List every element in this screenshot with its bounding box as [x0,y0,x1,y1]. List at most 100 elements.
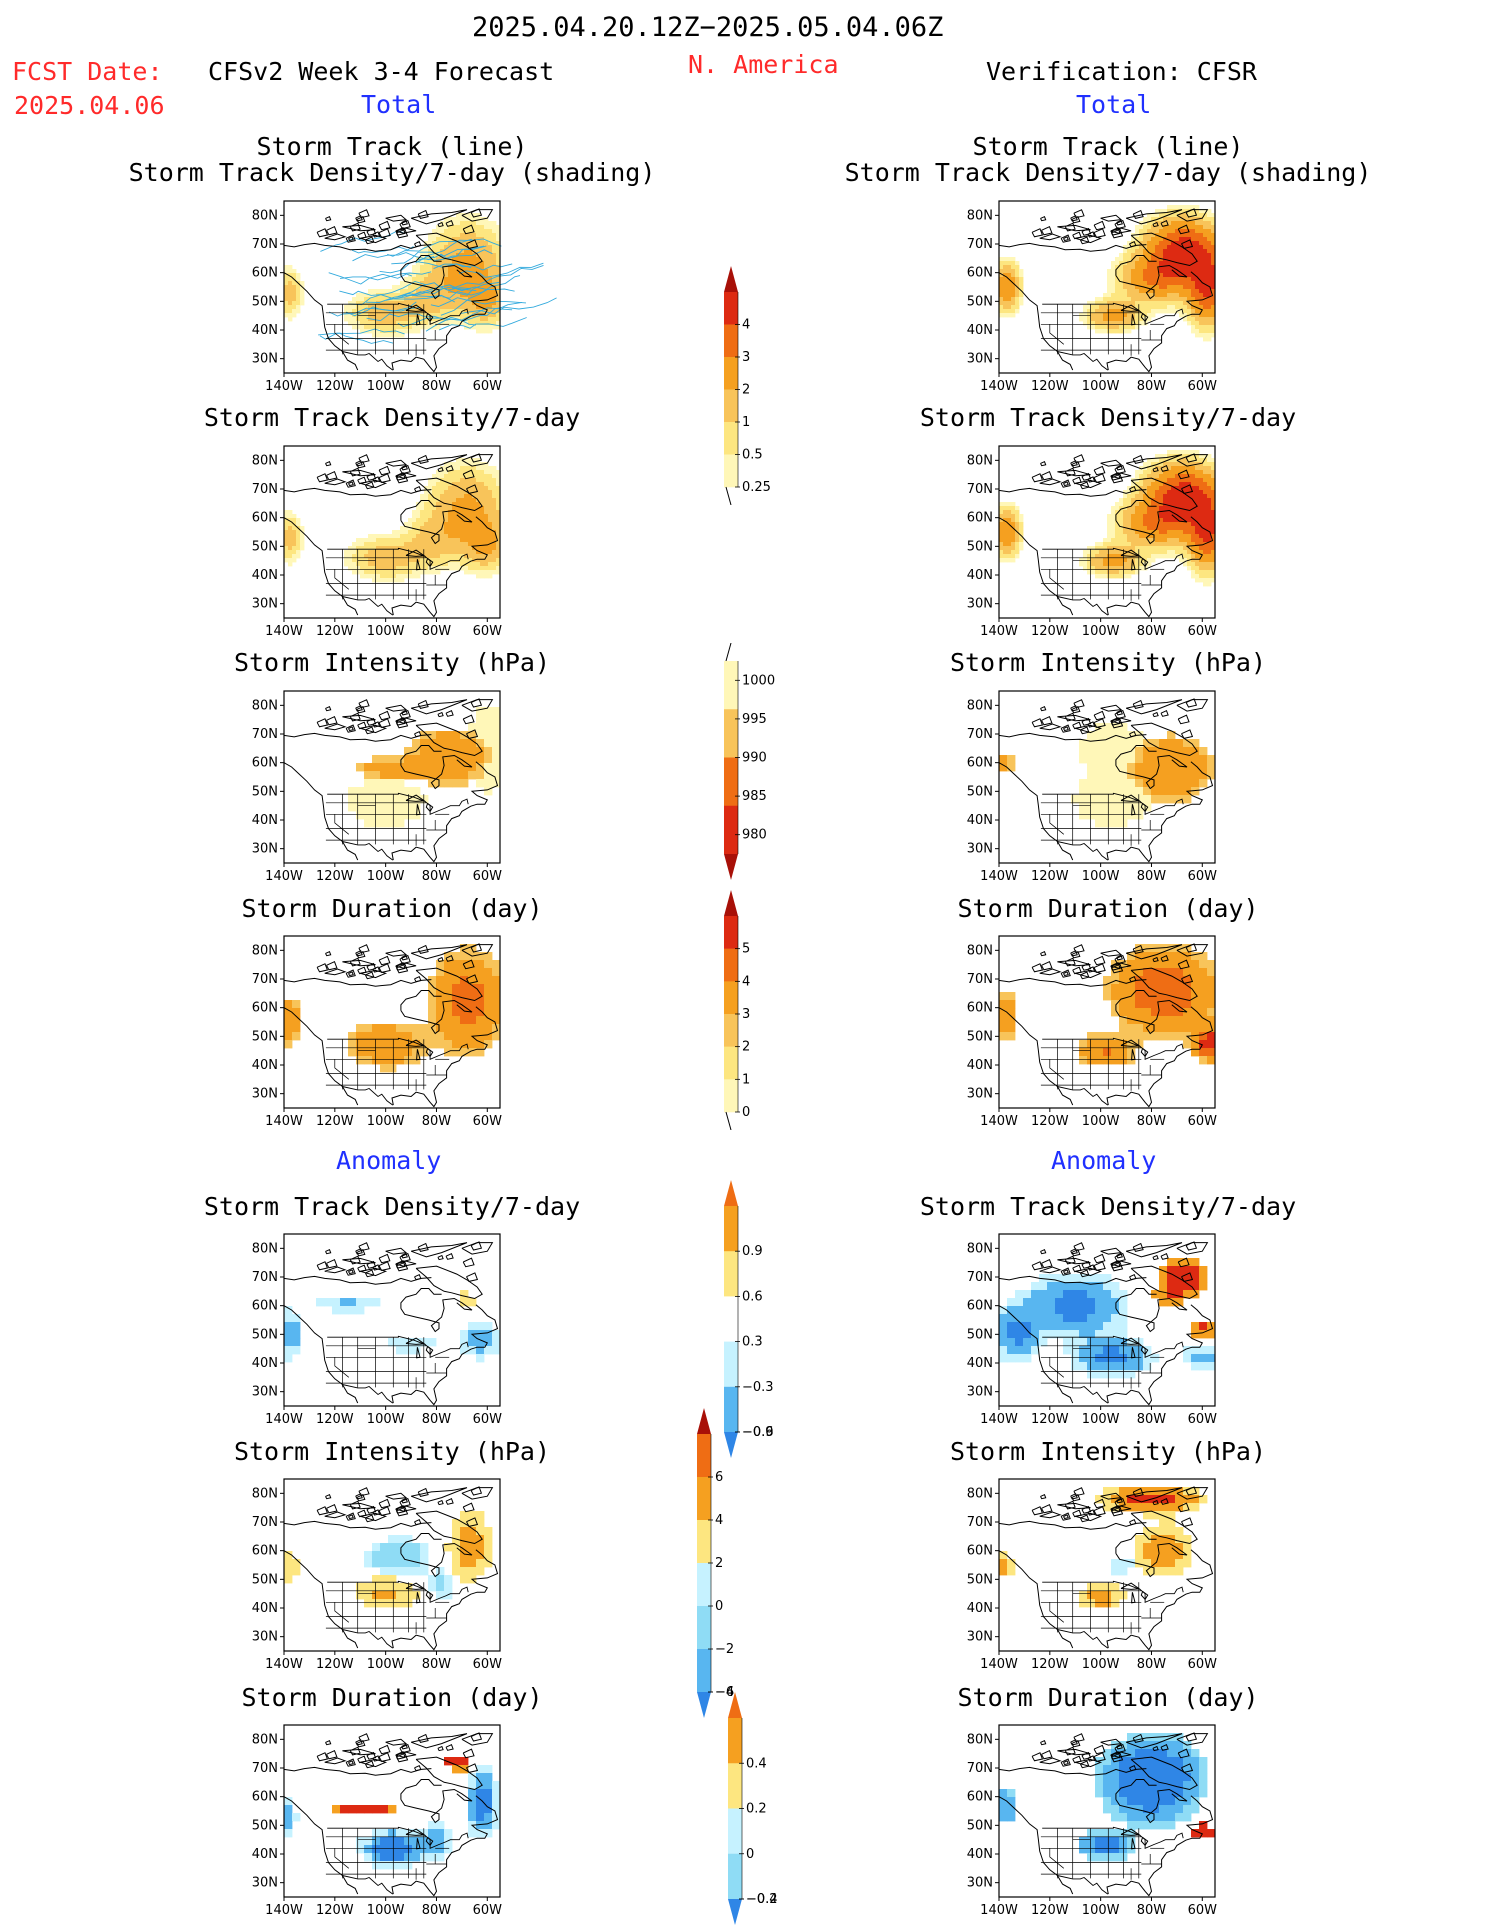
lon-tick-label: 100W [367,869,405,884]
lon-tick-label: 80W [1137,1412,1167,1427]
lat-tick-label: 80N [967,1241,993,1256]
panel-title: Storm Intensity (hPa) [716,650,1487,675]
lon-tick-label: 120W [1031,379,1069,394]
colorbar-label: 2 [742,1040,750,1055]
colorbar-label: 1000 [742,673,775,688]
colorbar-segment [728,1718,742,1764]
lat-tick-label: 40N [967,1601,993,1616]
lat-tick-label: 60N [252,1790,278,1805]
lon-tick-label: 140W [265,379,303,394]
lat-tick-label: 40N [967,1356,993,1371]
period-title: 2025.04.20.12Z−2025.05.04.06Z [472,14,943,41]
lon-tick-label: 80W [1137,1903,1167,1918]
colorbar-segment [724,1047,738,1080]
model-title: CFSv2 Week 3-4 Forecast [208,59,554,84]
colorbar-segment [728,1763,742,1809]
lat-tick-label: 70N [252,1515,278,1530]
lat-tick-label: 50N [967,1572,993,1587]
colorbar-label: 2 [715,1556,723,1571]
lat-tick-label: 80N [252,1732,278,1747]
lon-tick-label: 120W [316,1903,354,1918]
lon-tick-label: 100W [1082,624,1120,639]
colorbar-segment [697,1520,711,1563]
colorbar-label: 6 [715,1470,723,1485]
lon-tick-label: 80W [422,624,452,639]
lon-tick-label: 60W [1188,1114,1218,1129]
colorbar-label: 985 [742,789,767,804]
lon-tick-label: 100W [1082,1114,1120,1129]
lat-tick-label: 40N [252,1058,278,1073]
lon-tick-label: 100W [367,1412,405,1427]
lat-tick-label: 70N [252,1270,278,1285]
colorbar-segment [724,661,738,710]
colorbar-label: 0 [715,1599,723,1614]
lon-tick-label: 80W [1137,869,1167,884]
lon-tick-label: 60W [473,1657,503,1672]
panel-subtitle: Storm Track Density/7-day (shading) [0,160,784,185]
lat-tick-label: 40N [967,1058,993,1073]
panel-title: Storm Intensity (hPa) [716,1439,1487,1464]
panel-title: Storm Track Density/7-day [0,1194,784,1219]
lat-tick-label: 60N [252,1299,278,1314]
colorbar-segment [728,1854,742,1900]
lon-tick-label: 100W [367,1114,405,1129]
lat-tick-label: 70N [252,237,278,252]
colorbar-segment [724,758,738,807]
lon-tick-label: 120W [1031,1114,1069,1129]
panel-title: Storm Duration (day) [0,896,784,921]
field-shading [999,450,1215,586]
lon-tick-label: 140W [265,1114,303,1129]
lon-tick-label: 80W [422,1657,452,1672]
lon-tick-label: 100W [1082,869,1120,884]
colorbar-segment [724,806,738,855]
fcst-date-value: 2025.04.06 [14,93,165,118]
colorbar-segment [724,325,738,358]
colorbar-label: 980 [742,828,767,843]
colorbar-label: 0 [746,1847,754,1862]
field-shading [284,1290,500,1362]
panel-subtitle: Storm Track Density/7-day (shading) [716,160,1487,185]
lat-tick-label: 80N [252,1486,278,1501]
colorbar-label: 995 [742,712,767,727]
lat-tick-label: 70N [967,727,993,742]
lat-tick-label: 50N [967,1818,993,1833]
fcst-date-label: FCST Date: [12,59,163,84]
lon-tick-label: 80W [422,1903,452,1918]
lat-tick-label: 80N [252,208,278,223]
lon-tick-label: 60W [1188,869,1218,884]
lon-tick-label: 140W [980,1114,1018,1129]
colorbar-segment [724,1296,738,1342]
lon-tick-label: 80W [422,869,452,884]
colorbar-label: 0.4 [746,1756,767,1771]
lat-tick-label: 30N [252,1087,278,1102]
lon-tick-label: 60W [1188,1412,1218,1427]
lat-tick-label: 80N [967,208,993,223]
lon-tick-label: 120W [316,1412,354,1427]
lat-tick-label: 40N [252,813,278,828]
lat-tick-label: 70N [252,1761,278,1776]
colorbar-tip [724,266,738,292]
lat-tick-label: 60N [252,756,278,771]
lat-tick-label: 30N [252,352,278,367]
field-shading [284,1511,492,1607]
lat-tick-label: 70N [967,237,993,252]
colorbar-label: −0.3 [742,1380,774,1395]
lon-tick-label: 80W [422,1412,452,1427]
lon-tick-label: 60W [473,1412,503,1427]
lat-tick-label: 30N [967,1630,993,1645]
lat-tick-label: 60N [252,1001,278,1016]
lat-tick-label: 40N [967,568,993,583]
panel-title: Storm Intensity (hPa) [0,1439,784,1464]
